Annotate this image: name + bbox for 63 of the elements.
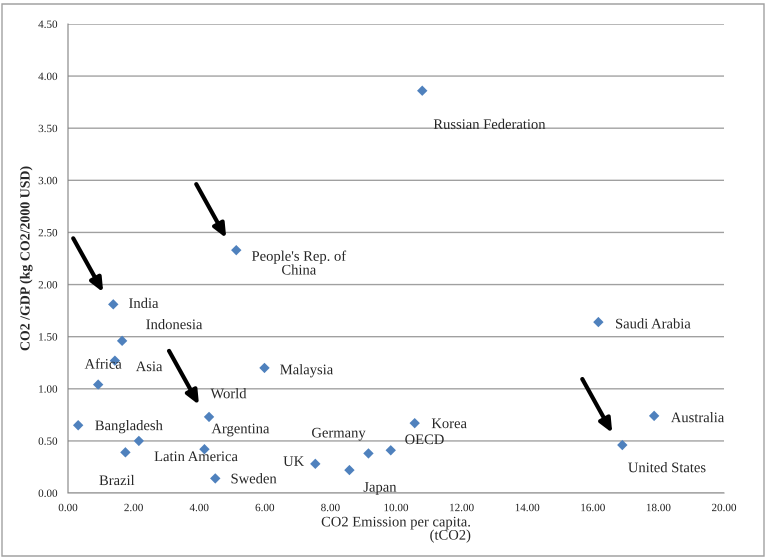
- point: [617, 440, 628, 450]
- y-tick-label: 0.00: [38, 489, 58, 498]
- annotation: Brazil: [99, 474, 134, 486]
- point: [134, 436, 144, 446]
- point: [310, 458, 321, 470]
- annotation: Germany: [312, 428, 366, 441]
- point: [410, 418, 420, 428]
- annotation: Africa: [84, 358, 122, 369]
- point: [92, 379, 104, 390]
- annotation: OECD: [405, 434, 444, 444]
- y-tick-label: 3.00: [38, 176, 58, 184]
- annotation: UK: [283, 456, 304, 466]
- y-tick-label: 1.50: [39, 333, 58, 341]
- point: [204, 412, 214, 422]
- y-tick-label: 1.00: [39, 385, 58, 393]
- y-tick-label: 2.50: [38, 228, 58, 236]
- x-axis-title: CO2 Emission per capita. (tCO2): [322, 516, 470, 543]
- annotation: Sweden: [232, 473, 276, 484]
- annotation: Argentina: [212, 424, 270, 436]
- point: [116, 336, 128, 346]
- annotation: Asia: [136, 361, 162, 372]
- annotation: Bangladesh: [95, 420, 163, 434]
- annotation: Malaysia: [280, 364, 334, 378]
- annotation: Russian Federation: [434, 118, 546, 130]
- x-tick-label: 16.00: [581, 504, 605, 512]
- annotation: Indonesia: [146, 318, 202, 330]
- x-tick-label: 14.00: [516, 504, 540, 512]
- annotation: World: [210, 388, 246, 398]
- point: [386, 445, 396, 456]
- x-tick-label: 10.00: [384, 504, 408, 512]
- y-tick-label: 3.50: [38, 124, 58, 132]
- point: [593, 316, 604, 328]
- annotation: Saudi Arabia: [616, 318, 691, 329]
- y-tick-label: 4.00: [38, 72, 58, 80]
- point: [363, 448, 374, 459]
- x-tick-label: 8.00: [321, 504, 340, 512]
- point: [210, 473, 220, 484]
- y-tick-label: 0.50: [38, 437, 58, 445]
- point: [417, 86, 428, 96]
- x-tick-label: 2.00: [124, 504, 143, 512]
- x-tick-label: 4.00: [190, 504, 208, 512]
- x-tick-label: 12.00: [450, 504, 474, 512]
- y-tick-label: 2.00: [38, 281, 58, 289]
- annotation: Australia: [670, 412, 724, 422]
- annotation: Latin America: [154, 451, 238, 462]
- x-tick-label: 0.00: [58, 504, 78, 512]
- annotation: People's Rep. of China: [252, 250, 346, 275]
- point: [108, 299, 118, 310]
- point: [344, 464, 355, 476]
- x-tick-label: 6.00: [256, 504, 274, 512]
- x-tick-label: 18.00: [646, 504, 670, 512]
- annotation: India: [129, 298, 158, 308]
- point: [259, 362, 270, 374]
- point: [231, 244, 242, 256]
- annotation: United States: [628, 462, 706, 472]
- annotation: Japan: [364, 482, 396, 495]
- y-tick-label: 4.50: [38, 20, 58, 28]
- point: [648, 410, 660, 422]
- point: [120, 447, 131, 458]
- point: [72, 420, 84, 430]
- annotation: Korea: [432, 418, 467, 428]
- x-tick-label: 20.00: [712, 504, 736, 512]
- y-axis-title: CO2 /GDP (kg CO2/2000 USD): [20, 166, 33, 350]
